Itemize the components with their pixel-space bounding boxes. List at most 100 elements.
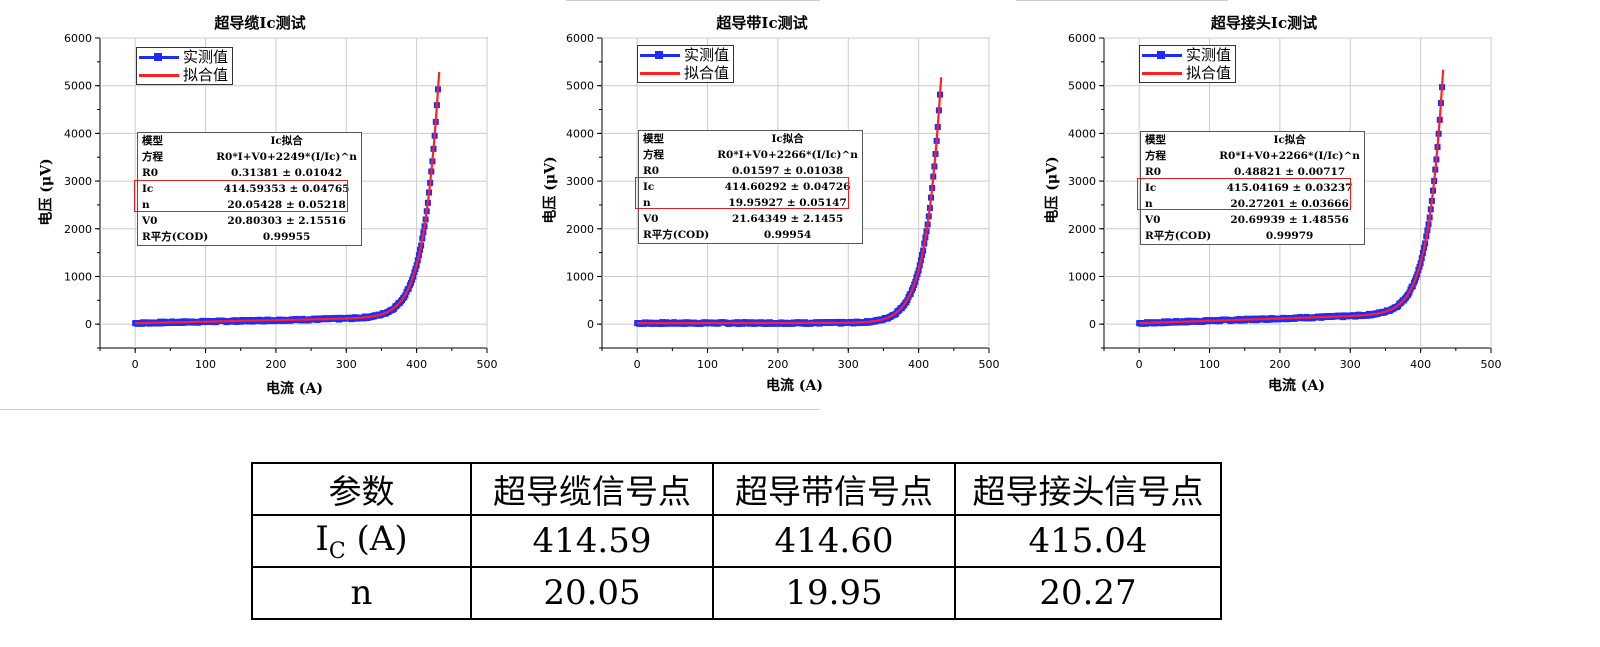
y-axis-label: 电压 (μV)	[542, 156, 559, 224]
summary-header-cell: 超导接头信号点	[954, 462, 1222, 516]
fitted-line	[1139, 69, 1445, 325]
fit-table-row: V0 21.64349 ± 2.1455	[639, 211, 863, 227]
chart-svg: 0 100 200 300 400 500010002000300040005000600…	[566, 32, 1000, 371]
fitted-line	[637, 77, 943, 325]
fit-param-value: Ic拟合	[771, 133, 804, 145]
y-tick-label: 2000	[64, 223, 92, 236]
fit-param-name: R平方(COD)	[142, 231, 209, 243]
fit-param-name: Ic	[1145, 182, 1157, 194]
x-tick-label: 200	[265, 358, 286, 371]
legend-item-fitted: 拟合值	[1142, 64, 1231, 82]
param-subscript: C	[328, 538, 346, 564]
fit-table-row: 模型 Ic拟合	[639, 131, 863, 148]
y-tick-label: 3000	[566, 175, 594, 188]
chart-legend: 实测值 拟合值	[637, 45, 735, 83]
fit-param-value: R0*I+V0+2249*(I/Ic)^n	[216, 151, 357, 163]
legend-item-fitted: 拟合值	[139, 66, 228, 84]
fit-table-row: n 19.95927 ± 0.05147	[639, 195, 863, 211]
y-tick-label: 0	[587, 318, 594, 331]
fit-param-value: 19.95927 ± 0.05147	[728, 197, 847, 209]
fit-param-value: 20.80303 ± 2.15516	[227, 215, 346, 227]
legend-fitted-label: 拟合值	[183, 66, 229, 84]
summary-value-cell: 20.27	[954, 566, 1222, 620]
separator-line	[1016, 0, 1228, 1]
fit-param-name: 方程	[643, 149, 664, 161]
x-tick-label: 200	[1269, 358, 1290, 371]
fit-param-name: 模型	[643, 133, 664, 145]
y-tick-label: 3000	[1068, 175, 1096, 188]
fit-param-name: R平方(COD)	[1145, 230, 1212, 242]
y-tick-label: 1000	[1068, 270, 1096, 283]
summary-row-ic: IC (A) 414.59 414.60 415.04	[251, 514, 1222, 568]
fit-param-value: 414.59353 ± 0.04765	[223, 183, 350, 195]
legend-fitted-swatch	[139, 70, 179, 80]
legend-fitted-swatch	[640, 68, 680, 78]
chart-legend: 实测值 拟合值	[1139, 45, 1237, 83]
y-tick-label: 1000	[566, 270, 594, 283]
summary-row-n: n 20.05 19.95 20.27	[251, 566, 1222, 620]
x-tick-label: 500	[477, 358, 498, 371]
fit-param-name: Ic	[142, 183, 154, 195]
x-tick-label: 400	[908, 358, 929, 371]
summary-value-cell: 414.60	[712, 514, 956, 568]
y-tick-label: 5000	[64, 80, 92, 93]
x-axis-label: 电流 (A)	[766, 378, 823, 394]
fit-table-row: 方程 R0*I+V0+2266*(I/Ic)^n	[639, 147, 863, 163]
x-axis-label: 电流 (A)	[1268, 378, 1325, 394]
fit-param-value: 0.01597 ± 0.01038	[732, 165, 844, 177]
y-tick-label: 6000	[566, 32, 594, 45]
y-tick-label: 0	[85, 318, 92, 331]
legend-measured-label: 实测值	[684, 46, 730, 64]
summary-param-cell: IC (A)	[251, 514, 472, 568]
fit-param-value: 20.05428 ± 0.05218	[227, 199, 346, 211]
x-tick-label: 400	[1410, 358, 1431, 371]
fit-param-name: n	[643, 197, 651, 209]
legend-fitted-label: 拟合值	[684, 64, 730, 82]
fit-param-value: 0.99954	[763, 229, 812, 241]
summary-header-cell: 参数	[251, 462, 472, 516]
x-tick-label: 100	[1199, 358, 1220, 371]
fit-table-row: R0 0.48821 ± 0.00717	[1141, 164, 1365, 180]
fit-param-name: R0	[643, 165, 660, 177]
y-axis-label: 电压 (μV)	[38, 158, 55, 226]
x-tick-label: 300	[1340, 358, 1361, 371]
fit-param-value: 20.69939 ± 1.48556	[1230, 214, 1349, 226]
fit-param-name: V0	[1145, 214, 1161, 226]
chart-legend: 实测值 拟合值	[136, 47, 234, 85]
summary-table: 参数 超导缆信号点 超导带信号点 超导接头信号点 IC (A) 414.59 4…	[251, 462, 1222, 620]
separator-line	[0, 409, 820, 410]
legend-measured-label: 实测值	[1186, 46, 1232, 64]
fit-params-table: 模型 Ic拟合 方程 R0*I+V0+2249*(I/Ic)^n R0 0.31381 ±…	[137, 132, 362, 246]
param-unit: (A)	[345, 518, 408, 559]
fit-param-value: 0.31381 ± 0.01042	[231, 167, 343, 179]
param-symbol: I	[315, 518, 329, 559]
y-tick-label: 4000	[566, 127, 594, 140]
y-tick-label: 2000	[566, 223, 594, 236]
x-tick-label: 300	[838, 358, 859, 371]
y-tick-label: 6000	[1068, 32, 1096, 45]
legend-item-fitted: 拟合值	[640, 64, 729, 82]
x-axis-label: 电流 (A)	[266, 381, 323, 397]
chart-panel-tape: 超导带Ic测试 0 100 200 300 400 500 0 1000 2000 3000 400…	[502, 0, 1022, 410]
x-tick-label: 0	[1136, 358, 1143, 371]
summary-header-row: 参数 超导缆信号点 超导带信号点 超导接头信号点	[251, 462, 1222, 516]
fit-table-row: V0 20.80303 ± 2.15516	[138, 213, 362, 229]
summary-value-cell: 19.95	[712, 566, 956, 620]
summary-value-cell: 415.04	[954, 514, 1222, 568]
fit-table-row: V0 20.69939 ± 1.48556	[1141, 212, 1365, 228]
y-tick-label: 4000	[1068, 127, 1096, 140]
legend-fitted-swatch	[1142, 68, 1182, 78]
fit-param-value: 0.99979	[1265, 230, 1314, 242]
x-tick-label: 500	[1481, 358, 1502, 371]
fit-param-value: 415.04169 ± 0.03237	[1226, 182, 1353, 194]
fit-param-value: 20.27201 ± 0.03666	[1230, 198, 1349, 210]
fit-table-row: Ic 414.59353 ± 0.04765	[138, 181, 362, 197]
fit-param-value: R0*I+V0+2266*(I/Ic)^n	[717, 149, 858, 161]
fit-table-row: R0 0.31381 ± 0.01042	[138, 165, 362, 181]
fit-param-value: 0.99955	[262, 231, 311, 243]
fit-param-name: R平方(COD)	[643, 229, 710, 241]
fit-param-value: Ic拟合	[270, 135, 303, 147]
y-tick-label: 1000	[64, 270, 92, 283]
legend-measured-swatch	[1142, 50, 1182, 60]
fit-param-name: Ic	[643, 181, 655, 193]
